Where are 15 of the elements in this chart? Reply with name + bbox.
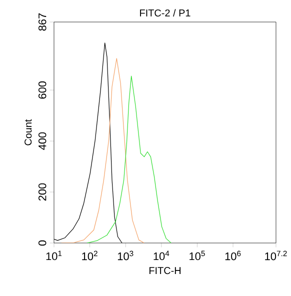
y-tick-label: 0 xyxy=(38,240,46,246)
x-tick-label: 10$^{1}$ xyxy=(46,250,62,260)
x-tick-label: 10$^{5}$ xyxy=(190,250,205,260)
x-tick-label: 10$^{6}$ xyxy=(225,250,241,260)
y-axis-title: Count xyxy=(24,119,32,146)
y-tick-label: 600 xyxy=(38,81,46,99)
x-tick-label: 10$^{7.2}$ xyxy=(265,250,287,260)
x-axis-title: FITC-H xyxy=(149,267,181,274)
y-tick-label: 200 xyxy=(38,183,46,201)
x-tick-label: 10$^{4}$ xyxy=(154,250,170,260)
x-tick-label: 10$^{3}$ xyxy=(118,250,134,260)
y-tick-label: 400 xyxy=(38,132,46,150)
chart-title: FITC-2 / P1 xyxy=(140,9,190,16)
y-tick-label: 867 xyxy=(38,13,46,31)
x-tick-label: 10$^{2}$ xyxy=(82,250,98,260)
